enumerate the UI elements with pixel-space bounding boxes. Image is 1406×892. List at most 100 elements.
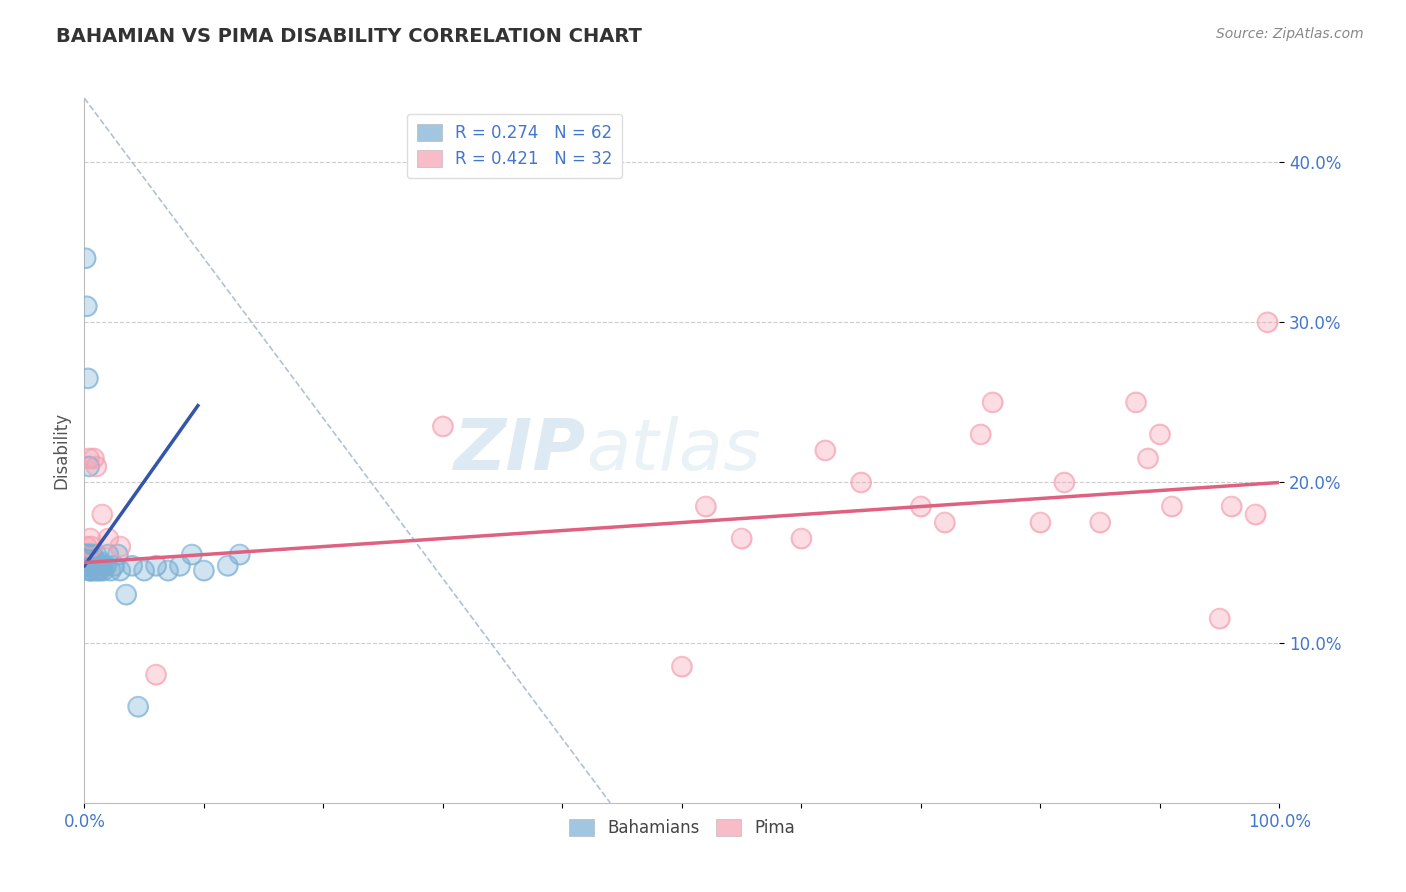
- Point: [107, 548, 129, 562]
- Point: [73, 548, 96, 562]
- Point: [80, 540, 103, 554]
- Point: [76, 552, 98, 566]
- Point: [86, 459, 108, 474]
- Point: [86, 558, 108, 573]
- Point: [76, 552, 98, 566]
- Point: [77, 558, 100, 573]
- Point: [75, 548, 97, 562]
- Point: [790, 532, 813, 546]
- Point: [127, 699, 149, 714]
- Point: [77, 552, 100, 566]
- Point: [76, 558, 98, 573]
- Point: [77, 564, 100, 578]
- Point: [1125, 395, 1147, 409]
- Point: [814, 443, 837, 458]
- Point: [77, 451, 100, 466]
- Point: [86, 548, 108, 562]
- Point: [1090, 516, 1112, 530]
- Point: [169, 558, 191, 573]
- Point: [970, 427, 993, 442]
- Point: [86, 558, 108, 573]
- Point: [229, 548, 252, 562]
- Point: [79, 548, 101, 562]
- Point: [75, 552, 97, 566]
- Point: [83, 552, 105, 566]
- Point: [76, 299, 98, 313]
- Point: [90, 556, 112, 570]
- Point: [80, 558, 103, 573]
- Point: [132, 564, 156, 578]
- Point: [75, 558, 97, 573]
- Point: [934, 516, 956, 530]
- Point: [671, 659, 693, 673]
- Point: [77, 558, 100, 573]
- Point: [110, 564, 132, 578]
- Point: [80, 558, 103, 573]
- Y-axis label: Disability: Disability: [52, 412, 70, 489]
- Point: [110, 540, 132, 554]
- Point: [115, 588, 138, 602]
- Point: [97, 548, 120, 562]
- Point: [87, 558, 110, 573]
- Point: [1029, 516, 1052, 530]
- Text: Source: ZipAtlas.com: Source: ZipAtlas.com: [1216, 27, 1364, 41]
- Point: [77, 459, 100, 474]
- Point: [229, 548, 252, 562]
- Point: [217, 558, 239, 573]
- Point: [79, 564, 101, 578]
- Point: [93, 564, 115, 578]
- Point: [77, 556, 100, 570]
- Point: [1053, 475, 1076, 490]
- Point: [181, 548, 204, 562]
- Point: [110, 564, 132, 578]
- Point: [193, 564, 215, 578]
- Point: [77, 459, 100, 474]
- Point: [86, 564, 108, 578]
- Point: [1137, 451, 1160, 466]
- Point: [1220, 500, 1243, 514]
- Point: [75, 252, 97, 266]
- Point: [77, 556, 100, 570]
- Point: [934, 516, 956, 530]
- Point: [76, 558, 98, 573]
- Point: [83, 558, 105, 573]
- Legend: Bahamians, Pima: Bahamians, Pima: [562, 813, 801, 844]
- Point: [76, 540, 98, 554]
- Point: [80, 564, 103, 578]
- Point: [76, 548, 98, 562]
- Point: [80, 548, 103, 562]
- Point: [83, 552, 105, 566]
- Point: [76, 548, 98, 562]
- Point: [75, 558, 97, 573]
- Point: [75, 552, 97, 566]
- Point: [77, 558, 100, 573]
- Point: [80, 564, 103, 578]
- Point: [77, 552, 100, 566]
- Point: [77, 558, 100, 573]
- Point: [77, 548, 100, 562]
- Point: [75, 558, 97, 573]
- Point: [94, 558, 117, 573]
- Point: [181, 548, 204, 562]
- Point: [169, 558, 191, 573]
- Point: [217, 558, 239, 573]
- Point: [75, 548, 97, 562]
- Point: [86, 564, 108, 578]
- Point: [1220, 500, 1243, 514]
- Point: [83, 451, 105, 466]
- Point: [77, 558, 100, 573]
- Point: [86, 459, 108, 474]
- Point: [193, 564, 215, 578]
- Text: BAHAMIAN VS PIMA DISABILITY CORRELATION CHART: BAHAMIAN VS PIMA DISABILITY CORRELATION …: [56, 27, 643, 45]
- Point: [145, 558, 167, 573]
- Point: [76, 540, 98, 554]
- Point: [83, 451, 105, 466]
- Point: [100, 564, 122, 578]
- Point: [851, 475, 873, 490]
- Point: [80, 540, 103, 554]
- Point: [132, 564, 156, 578]
- Point: [79, 548, 101, 562]
- Point: [91, 558, 114, 573]
- Point: [695, 500, 717, 514]
- Point: [77, 558, 100, 573]
